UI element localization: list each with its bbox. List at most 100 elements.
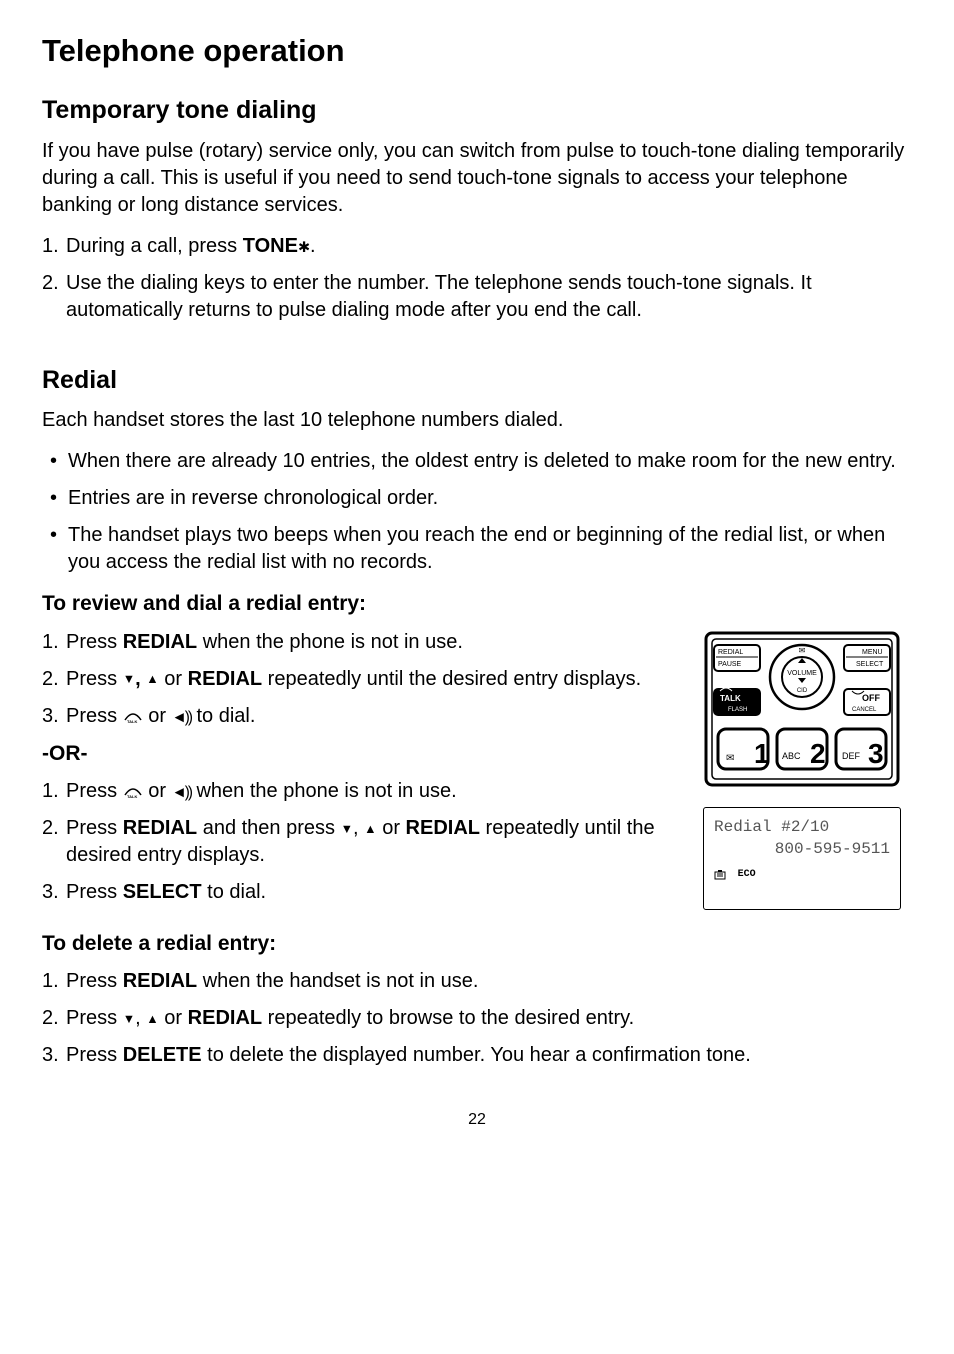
t: or [159,1007,188,1029]
review-step-2: 2.Press , or REDIAL repeatedly until the… [42,666,674,693]
talk-icon: TALK [123,710,143,724]
battery-icon [714,869,728,881]
kp-cancel: CANCEL [852,707,877,713]
kp-cid: CID [797,688,808,694]
t: when the phone is not in use. [197,631,463,653]
t: or [159,668,188,690]
page-number: 22 [42,1109,912,1131]
tone-step1-pre: During a call, press [66,235,243,257]
kp-off: OFF [862,693,880,703]
redial-bullet-3-text: The handset plays two beeps when you rea… [68,524,885,573]
t: Press [66,970,123,992]
kp-pause: PAUSE [718,661,742,668]
svg-text:✉: ✉ [726,753,734,764]
t: or [143,780,172,802]
t: when the phone is not in use. [191,780,457,802]
down-arrow-icon [123,669,135,689]
redial-key: REDIAL [188,668,262,690]
t: Press [66,631,123,653]
or-label: -OR- [42,740,674,768]
star-icon [298,236,310,256]
review-heading: To review and dial a redial entry: [42,590,912,618]
select-key: SELECT [123,881,202,903]
t: , [135,668,146,690]
kp-menu: MENU [862,649,883,656]
tone-key: TONE [243,235,298,257]
page-title: Telephone operation [42,30,912,72]
redial-key: REDIAL [123,631,197,653]
lcd-line2: 800-595-9511 [714,838,890,860]
svg-text:TALK: TALK [127,794,137,799]
delete-key: DELETE [123,1044,202,1066]
kp-2abc: ABC [782,751,801,761]
kp-redial: REDIAL [718,649,743,656]
redial-intro: Each handset stores the last 10 telephon… [42,407,912,434]
redial-bullet-1: •When there are already 10 entries, the … [42,448,912,475]
speaker-icon [172,706,191,726]
kp-3def: DEF [842,751,861,761]
kp-1: 1 [754,738,770,769]
review-step-1: 1.Press REDIAL when the phone is not in … [42,629,674,656]
up-arrow-icon [364,818,376,838]
t: , [135,1007,146,1029]
t: Press [66,1044,123,1066]
t: Press [66,1007,123,1029]
t: to delete the displayed number. You hear… [202,1044,751,1066]
up-arrow-icon [146,669,158,689]
tone-step-1: 1.During a call, press TONE. [42,233,912,260]
svg-text:TALK: TALK [127,719,137,724]
delete-step-2: 2.Press , or REDIAL repeatedly to browse… [42,1005,912,1032]
redial-key: REDIAL [406,817,480,839]
t: Press [66,668,123,690]
tone-step1-post: . [310,235,316,257]
down-arrow-icon [123,1008,135,1028]
delete-step-3: 3.Press DELETE to delete the displayed n… [42,1042,912,1069]
section-heading-redial: Redial [42,364,912,398]
t: Press [66,817,123,839]
tone-step2-text: Use the dialing keys to enter the number… [66,272,812,321]
delete-step-1: 1.Press REDIAL when the handset is not i… [42,968,912,995]
redial-bullet-2: •Entries are in reverse chronological or… [42,485,912,512]
down-arrow-icon [341,818,353,838]
t: repeatedly to browse to the desired entr… [262,1007,634,1029]
redial-key: REDIAL [123,970,197,992]
keypad-diagram: REDIAL PAUSE MENU SELECT ✉ VOLUME CID TA… [702,629,902,789]
lcd-display: Redial #2/10 800-595-9511 ECO [703,807,901,910]
section-heading-tone: Temporary tone dialing [42,94,912,128]
t: or [377,817,406,839]
tone-intro: If you have pulse (rotary) service only,… [42,138,912,219]
up-arrow-icon [146,1008,158,1028]
redial-bullet-1-text: When there are already 10 entries, the o… [68,450,896,472]
lcd-eco: ECO [738,869,756,880]
svg-text:✉: ✉ [799,646,806,655]
talk-icon: TALK [123,785,143,799]
kp-select: SELECT [856,661,884,668]
redial-bullet-3: •The handset plays two beeps when you re… [42,522,912,576]
t: when the handset is not in use. [197,970,478,992]
kp-volume: VOLUME [787,670,817,677]
t: to dial. [202,881,266,903]
tone-step-2: 2.Use the dialing keys to enter the numb… [42,270,912,324]
t: and then press [197,817,340,839]
kp-3: 3 [868,738,884,769]
delete-heading: To delete a redial entry: [42,930,912,958]
t: to dial. [191,705,255,727]
lcd-line1: Redial #2/10 [714,816,890,838]
alt-step-3: 3.Press SELECT to dial. [42,879,674,906]
redial-bullet-2-text: Entries are in reverse chronological ord… [68,487,438,509]
t: or [143,705,172,727]
alt-step-1: 1.Press TALK or when the phone is not in… [42,778,674,805]
t: repeatedly until the desired entry displ… [262,668,641,690]
t: Press [66,881,123,903]
kp-2: 2 [810,738,826,769]
redial-key: REDIAL [123,817,197,839]
t: Press [66,780,123,802]
t: Press [66,705,123,727]
alt-step-2: 2.Press REDIAL and then press , or REDIA… [42,815,674,869]
review-step-3: 3.Press TALK or to dial. [42,703,674,730]
kp-flash: FLASH [728,707,747,713]
kp-talk: TALK [720,694,741,703]
redial-key: REDIAL [188,1007,262,1029]
speaker-icon [172,781,191,801]
t: , [353,817,364,839]
